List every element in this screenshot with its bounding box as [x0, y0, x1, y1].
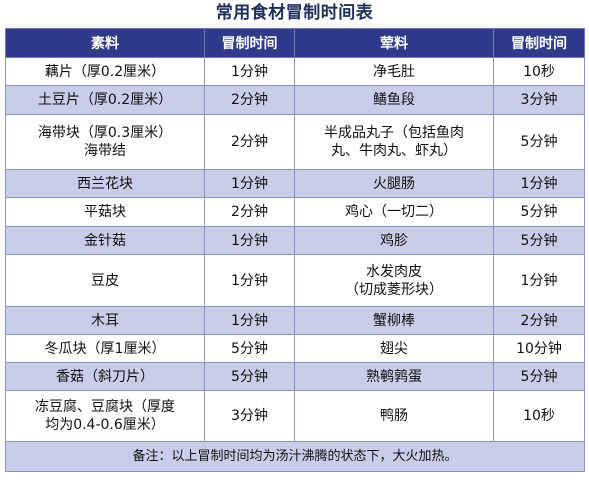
meat-time-cell: 5分钟 — [493, 197, 585, 227]
veg-time-cell: 5分钟 — [204, 362, 295, 391]
veg-item-cell: 土豆片（厚0.2厘米） — [5, 85, 205, 115]
veg-time-cell: 3分钟 — [204, 390, 295, 442]
table-row: 藕片（厚0.2厘米） 1分钟 净毛肚 10秒 — [5, 57, 585, 86]
veg-time-cell: 1分钟 — [204, 254, 295, 307]
meat-item-cell: 熟鹌鹑蛋 — [294, 362, 494, 391]
veg-time-cell: 5分钟 — [204, 334, 295, 363]
table-row: 豆皮 1分钟 水发肉皮 （切成菱形块） 1分钟 — [5, 254, 585, 307]
meat-item-cell: 蟹柳棒 — [294, 306, 494, 335]
meat-item-cell: 水发肉皮 （切成菱形块） — [294, 254, 494, 307]
meat-item-cell: 净毛肚 — [294, 57, 494, 86]
veg-item-cell: 豆皮 — [5, 254, 205, 307]
meat-item-cell: 鳝鱼段 — [294, 85, 494, 115]
table-row: 海带块（厚0.3厘米） 海带结 2分钟 半成品丸子（包括鱼肉 丸、牛肉丸、虾丸）… — [5, 114, 585, 170]
veg-time-cell: 1分钟 — [204, 57, 295, 86]
note-text: 备注：以上冒制时间均为汤汁沸腾的状态下，大火加热。 — [5, 441, 585, 472]
veg-time-cell: 1分钟 — [204, 306, 295, 335]
veg-time-cell: 2分钟 — [204, 85, 295, 115]
table-header-row: 素料 冒制时间 荤料 冒制时间 — [5, 28, 585, 58]
veg-item-cell: 海带块（厚0.3厘米） 海带结 — [5, 114, 205, 170]
veg-item-cell: 冬瓜块（厚1厘米） — [5, 334, 205, 363]
veg-item-cell: 西兰花块 — [5, 169, 205, 198]
table-row: 平菇块 2分钟 鸡心（一切二） 5分钟 — [5, 197, 585, 227]
meat-item-cell: 鸭肠 — [294, 390, 494, 442]
meat-time-cell: 10秒 — [493, 57, 585, 86]
veg-time-cell: 1分钟 — [204, 226, 295, 255]
meat-item-cell: 翅尖 — [294, 334, 494, 363]
veg-item-cell: 木耳 — [5, 306, 205, 335]
meat-time-cell: 3分钟 — [493, 85, 585, 115]
meat-item-cell: 半成品丸子（包括鱼肉 丸、牛肉丸、虾丸） — [294, 114, 494, 170]
meat-time-cell: 2分钟 — [493, 306, 585, 335]
note-row: 备注：以上冒制时间均为汤汁沸腾的状态下，大火加热。 — [5, 441, 585, 472]
table-row: 木耳 1分钟 蟹柳棒 2分钟 — [5, 306, 585, 335]
meat-item-cell: 鸡胗 — [294, 226, 494, 255]
veg-time-cell: 2分钟 — [204, 114, 295, 170]
veg-time-cell: 2分钟 — [204, 197, 295, 227]
table-row: 土豆片（厚0.2厘米） 2分钟 鳝鱼段 3分钟 — [5, 85, 585, 115]
table-row: 西兰花块 1分钟 火腿肠 1分钟 — [5, 169, 585, 198]
page-title: 常用食材冒制时间表 — [215, 3, 374, 23]
header-veg-time: 冒制时间 — [204, 28, 295, 58]
meat-time-cell: 10分钟 — [493, 334, 585, 363]
veg-item-cell: 藕片（厚0.2厘米） — [5, 57, 205, 86]
meat-item-cell: 鸡心（一切二） — [294, 197, 494, 227]
veg-item-cell: 香菇（斜刀片） — [5, 362, 205, 391]
header-meat-time: 冒制时间 — [493, 28, 585, 58]
meat-time-cell: 5分钟 — [493, 362, 585, 391]
table-row: 冬瓜块（厚1厘米） 5分钟 翅尖 10分钟 — [5, 334, 585, 363]
table-row: 香菇（斜刀片） 5分钟 熟鹌鹑蛋 5分钟 — [5, 362, 585, 391]
table-row: 金针菇 1分钟 鸡胗 5分钟 — [5, 226, 585, 255]
meat-time-cell: 1分钟 — [493, 254, 585, 307]
veg-item-cell: 金针菇 — [5, 226, 205, 255]
veg-item-cell: 平菇块 — [5, 197, 205, 227]
table-row: 冻豆腐、豆腐块（厚度 均为0.4-0.6厘米） 3分钟 鸭肠 10秒 — [5, 390, 585, 442]
veg-time-cell: 1分钟 — [204, 169, 295, 198]
meat-time-cell: 5分钟 — [493, 226, 585, 255]
meat-item-cell: 火腿肠 — [294, 169, 494, 198]
header-veg-item: 素料 — [5, 28, 205, 58]
veg-item-cell: 冻豆腐、豆腐块（厚度 均为0.4-0.6厘米） — [5, 390, 205, 442]
cooking-time-table: 素料 冒制时间 荤料 冒制时间 藕片（厚0.2厘米） 1分钟 净毛肚 10秒 土… — [5, 28, 585, 472]
meat-time-cell: 1分钟 — [493, 169, 585, 198]
meat-time-cell: 5分钟 — [493, 114, 585, 170]
meat-time-cell: 10秒 — [493, 390, 585, 442]
header-meat-item: 荤料 — [294, 28, 494, 58]
